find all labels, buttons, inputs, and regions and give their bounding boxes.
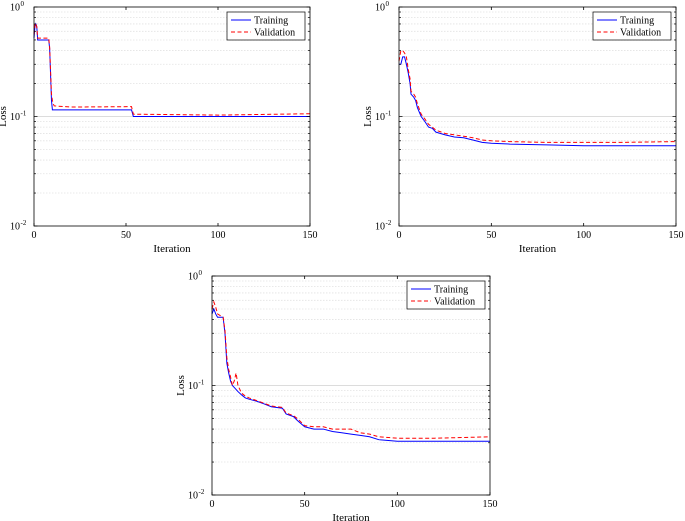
y-tick-label: 10 — [375, 222, 385, 233]
legend-box — [406, 280, 486, 310]
y-tick-label-exponent: 0 — [21, 0, 25, 8]
grid — [212, 280, 490, 463]
series-line-training — [399, 56, 676, 147]
grid — [34, 11, 310, 194]
legend-label-training: Training — [254, 16, 288, 27]
series-line-training — [211, 307, 490, 442]
x-tick-label: 50 — [486, 230, 496, 241]
y-tick-label: 10 — [10, 112, 20, 123]
y-tick-label-base: 10 — [10, 222, 20, 233]
x-tick-label: 150 — [303, 230, 318, 241]
y-axis-title: Loss — [175, 375, 187, 396]
y-tick-label-exponent: 0 — [386, 0, 390, 8]
y-tick-label-exponent: -2 — [21, 219, 27, 227]
y-tick-label-base: 10 — [188, 381, 198, 392]
legend-label-validation: Validation — [254, 28, 295, 39]
y-tick-label-base: 10 — [375, 3, 385, 14]
x-axis-title: Iteration — [332, 512, 370, 521]
x-tick-label: 150 — [483, 499, 498, 510]
y-tick-label-base: 10 — [188, 491, 198, 502]
x-axis-title: Iteration — [153, 243, 191, 255]
legend-label-training: Training — [434, 285, 468, 296]
series-line-validation — [398, 50, 677, 143]
x-tick-label: 50 — [121, 230, 131, 241]
x-tick-label: 150 — [669, 230, 684, 241]
x-axis-title: Iteration — [519, 243, 557, 255]
x-tick-label: 100 — [211, 230, 226, 241]
y-tick-label-exponent: -1 — [386, 110, 392, 118]
x-tick-label: 0 — [32, 230, 37, 241]
y-tick-label-base: 10 — [188, 272, 198, 283]
y-tick-label-exponent: 0 — [199, 269, 203, 277]
x-tick-label: 0 — [397, 230, 402, 241]
y-tick-label-exponent: -2 — [199, 488, 205, 496]
legend-label-training: Training — [620, 16, 654, 27]
y-tick-label: 10 — [10, 3, 20, 14]
y-tick-label: 10 — [188, 491, 198, 502]
y-tick-label: 10 — [10, 222, 20, 233]
y-tick-label: 10 — [188, 381, 198, 392]
y-tick-label: 10 — [375, 112, 385, 123]
y-tick-label: 10 — [188, 272, 198, 283]
legend-label-validation: Validation — [434, 297, 475, 308]
legend-label-validation: Validation — [620, 28, 661, 39]
y-tick-label-exponent: -2 — [386, 219, 392, 227]
y-tick-label-exponent: -1 — [21, 110, 27, 118]
legend-box — [592, 11, 672, 41]
y-axis-title: Loss — [0, 106, 9, 127]
y-tick-label-exponent: -1 — [199, 379, 205, 387]
x-tick-label: 100 — [390, 499, 405, 510]
y-tick-label-base: 10 — [10, 3, 20, 14]
y-tick-label-base: 10 — [10, 112, 20, 123]
series-line-validation — [33, 22, 311, 116]
x-tick-label: 100 — [576, 230, 591, 241]
y-axis-title: Loss — [362, 106, 374, 127]
x-tick-label: 0 — [210, 499, 215, 510]
y-tick-label-base: 10 — [375, 222, 385, 233]
y-tick-label-base: 10 — [375, 112, 385, 123]
y-tick-label: 10 — [375, 3, 385, 14]
x-tick-label: 50 — [300, 499, 310, 510]
legend-box — [226, 11, 306, 41]
